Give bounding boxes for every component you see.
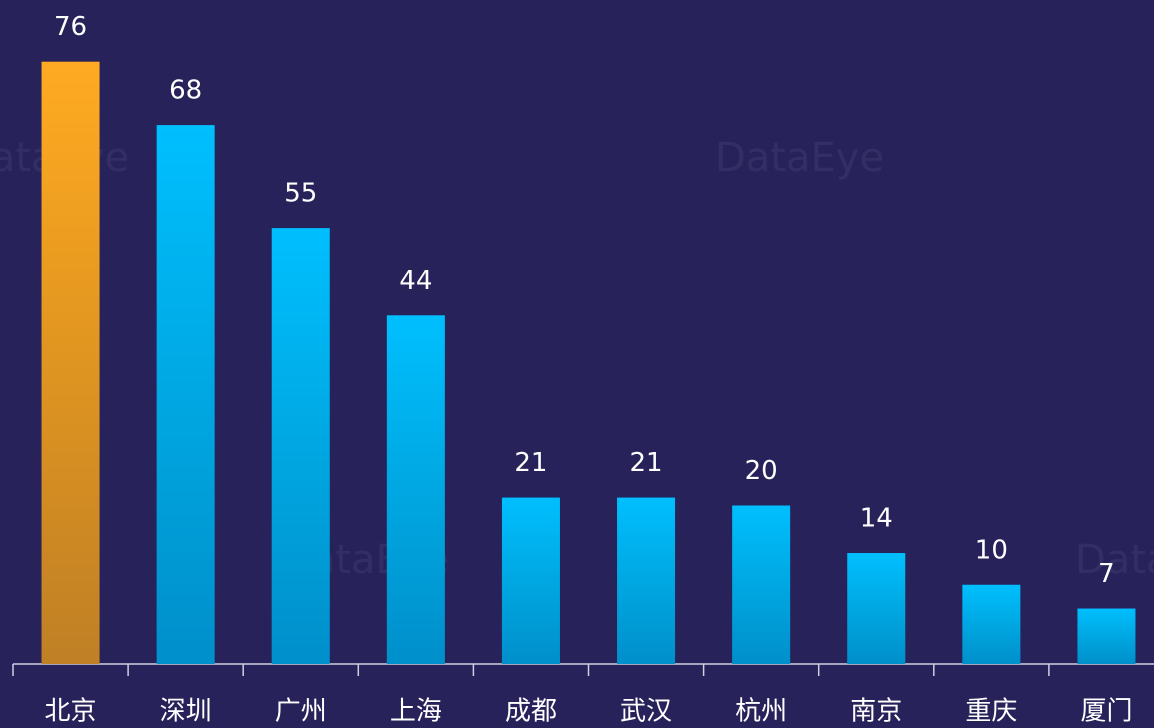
x-tick-label: 重庆 <box>965 697 1017 727</box>
bar-shade <box>501 497 560 664</box>
x-tick-label: 杭州 <box>735 697 787 727</box>
bar-shade <box>732 505 791 664</box>
x-tick-label: 武汉 <box>620 697 672 727</box>
x-tick-label: 深圳 <box>160 697 212 727</box>
bar-shade <box>386 315 445 664</box>
bar-shade <box>41 61 100 664</box>
value-label: 21 <box>514 448 547 478</box>
bar-shade <box>156 125 215 665</box>
x-tick-label: 成都 <box>505 697 557 727</box>
bar-shade <box>962 584 1021 664</box>
x-tick-label: 上海 <box>390 697 442 727</box>
value-label: 7 <box>1098 559 1115 589</box>
x-tick-label: 南京 <box>850 697 902 727</box>
watermark: DataEye <box>715 135 884 181</box>
value-label: 14 <box>860 504 893 534</box>
value-label: 76 <box>54 12 87 42</box>
bar-shade <box>847 553 906 664</box>
watermark: DataEye <box>1075 537 1154 583</box>
value-label: 10 <box>975 535 1008 565</box>
value-label: 21 <box>630 448 663 478</box>
x-tick-label: 广州 <box>275 697 327 727</box>
x-tick-label: 厦门 <box>1080 697 1132 727</box>
bar-shade <box>271 228 330 664</box>
x-tick-label: 北京 <box>45 697 97 727</box>
value-label: 55 <box>284 179 317 209</box>
value-label: 68 <box>169 76 202 106</box>
value-label: 44 <box>399 266 432 296</box>
bar-shade <box>1077 608 1136 664</box>
value-label: 20 <box>745 456 778 486</box>
bar-shade <box>617 497 676 664</box>
